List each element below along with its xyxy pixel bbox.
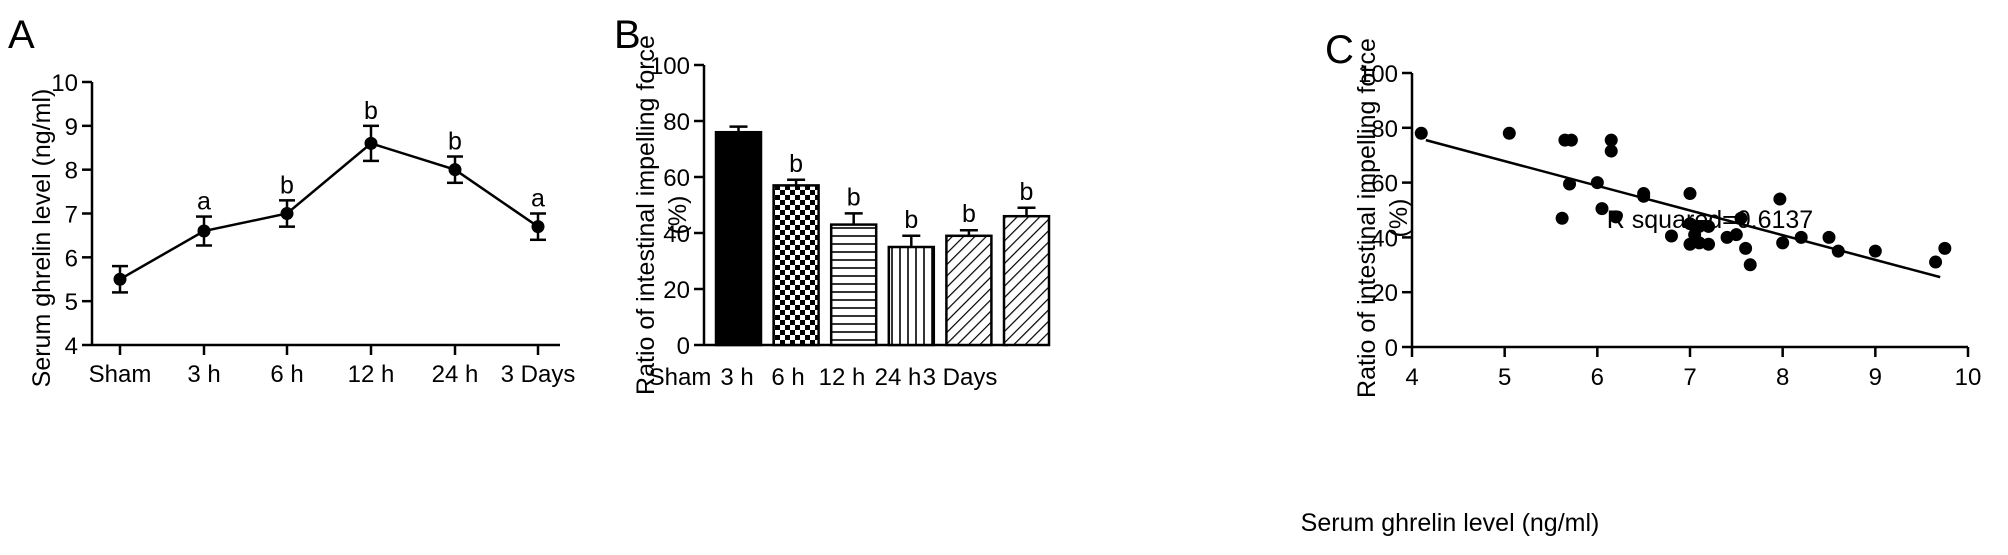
- panel-a-sig-label: b: [364, 97, 378, 125]
- panel-a-xtick-label: Sham: [89, 361, 152, 388]
- panel-b-xtick-label: Sham: [649, 364, 712, 391]
- panel-b-ytick-label: 60: [663, 165, 690, 192]
- panel-b-sig-label: b: [904, 206, 918, 234]
- panel-b-bar: [887, 245, 936, 347]
- panel-c-xtick-label: 9: [1869, 364, 1882, 391]
- panel-b-ytick-label: 80: [663, 109, 690, 136]
- panel-c-point: [1609, 210, 1623, 224]
- panel-b-bar: [829, 223, 878, 347]
- panel-a-sig-label: a: [531, 185, 545, 213]
- panel-c-xtick-label: 7: [1683, 364, 1696, 391]
- panel-c-xtick-label: 8: [1776, 364, 1789, 391]
- panel-c-ytick-label: 60: [1371, 171, 1398, 198]
- panel-c-point: [1702, 237, 1716, 251]
- panel-a-ytick-label: 6: [65, 245, 78, 272]
- panel-c-xlabel: Serum ghrelin level (ng/ml): [1301, 509, 1600, 537]
- panel-c-point: [1739, 241, 1753, 255]
- panel-c-point: [1773, 192, 1787, 206]
- panel-b-sig-label: b: [847, 183, 861, 211]
- panel-a-ytick-label: 5: [65, 289, 78, 316]
- panel-a: A Serum ghrelin level (ng/ml) 4 5 6 7 8 9 10 Sh…: [8, 13, 575, 388]
- panel-a-ytick-label: 8: [65, 158, 78, 185]
- panel-a-point: [448, 163, 462, 177]
- panel-a-ytick-label: 7: [65, 202, 78, 229]
- panel-c-trendline: [1425, 138, 1941, 279]
- panel-c-point: [1822, 230, 1836, 244]
- panel-a-sig-label: b: [448, 128, 462, 156]
- panel-c-point: [1683, 237, 1697, 251]
- panel-b-xtick-label: 3 h: [720, 364, 753, 391]
- panel-c-point: [1868, 244, 1882, 258]
- panel-b: B Ratio of intestinal impelling force (%)…: [614, 13, 1051, 395]
- panel-c-point: [1929, 255, 1943, 269]
- panel-b-ytick-label: 20: [663, 277, 690, 304]
- panel-c-ytick-label: 20: [1371, 280, 1398, 307]
- panel-a-series-line: [119, 141, 539, 281]
- panel-c-point: [1664, 229, 1678, 243]
- panel-a-ytick-label: 4: [65, 333, 78, 360]
- panel-b-bar: [1002, 214, 1051, 347]
- panel-b-bar: [714, 130, 763, 347]
- panel-c-point: [1702, 219, 1716, 233]
- panel-b-xtick-label: 3 Days: [923, 364, 998, 391]
- panel-a-sig-label: b: [280, 171, 294, 199]
- panel-c-xtick-label: 10: [1955, 364, 1982, 391]
- panel-c-ytick-label: 0: [1385, 335, 1398, 362]
- panel-letter-a: A: [8, 13, 35, 57]
- panel-c-point: [1776, 236, 1790, 250]
- panel-c-point: [1604, 133, 1618, 147]
- panel-a-point: [280, 207, 294, 220]
- panel-b-bar: [772, 184, 820, 347]
- panel-c-point: [1555, 211, 1569, 225]
- panel-c-point: [1414, 126, 1428, 140]
- panel-c-point: [1683, 187, 1697, 201]
- panel-c-ytick-label: 100: [1358, 61, 1398, 88]
- panel-a-point: [197, 224, 211, 238]
- panel-c-point: [1595, 202, 1609, 216]
- panel-b-sig-label: b: [789, 150, 803, 178]
- panel-c-xtick-label: 5: [1498, 364, 1511, 391]
- panel-letter-c: C: [1325, 28, 1354, 72]
- panel-b-ytick-label: 100: [650, 53, 690, 80]
- panel-c-xtick-label: 4: [1405, 364, 1418, 391]
- panel-a-ytick-label: 10: [51, 70, 78, 97]
- panel-b-xtick-label: 24 h: [875, 364, 922, 391]
- panel-c-point: [1729, 228, 1743, 242]
- panel-a-point: [113, 272, 127, 286]
- panel-c: C Ratio of intestinal impelling force (%)…: [1301, 28, 1982, 537]
- panel-b-ytick-label: 40: [663, 221, 690, 248]
- panel-b-bar: [945, 234, 993, 347]
- panel-c-point: [1734, 211, 1748, 225]
- panel-a-point: [364, 136, 378, 150]
- panel-a-xtick-label: 6 h: [270, 361, 303, 388]
- panel-c-point: [1564, 133, 1578, 147]
- panel-b-sig-label: b: [1020, 178, 1034, 206]
- panel-c-point: [1502, 126, 1516, 140]
- panel-a-point: [531, 220, 545, 234]
- panel-c-point: [1604, 144, 1618, 158]
- panel-a-ytick-label: 9: [65, 114, 78, 141]
- panel-c-ytick-label: 40: [1371, 225, 1398, 252]
- panel-b-ytick-label: 0: [677, 333, 690, 360]
- panel-c-ytick-label: 80: [1371, 116, 1398, 143]
- panel-a-xtick-label: 24 h: [432, 361, 479, 388]
- panel-b-xtick-label: 12 h: [819, 364, 866, 391]
- panel-a-xtick-label: 3 Days: [501, 361, 576, 388]
- panel-a-xtick-label: 12 h: [348, 361, 395, 388]
- panel-a-sig-label: a: [197, 188, 211, 216]
- panel-b-sig-label: b: [962, 200, 976, 228]
- panel-b-ylabel: Ratio of intestinal impelling force (%): [632, 35, 692, 395]
- panel-a-ylabel: Serum ghrelin level (ng/ml): [28, 89, 56, 388]
- panel-a-xtick-label: 3 h: [187, 361, 220, 388]
- panel-c-point: [1743, 258, 1757, 272]
- panel-c-point: [1563, 177, 1577, 191]
- panel-b-xtick-label: 6 h: [771, 364, 804, 391]
- panel-letter-b: B: [614, 13, 641, 57]
- panel-c-point: [1938, 241, 1952, 255]
- panel-c-ylabel: Ratio of intestinal impelling force (%): [1353, 38, 1413, 398]
- panel-c-xtick-label: 6: [1591, 364, 1604, 391]
